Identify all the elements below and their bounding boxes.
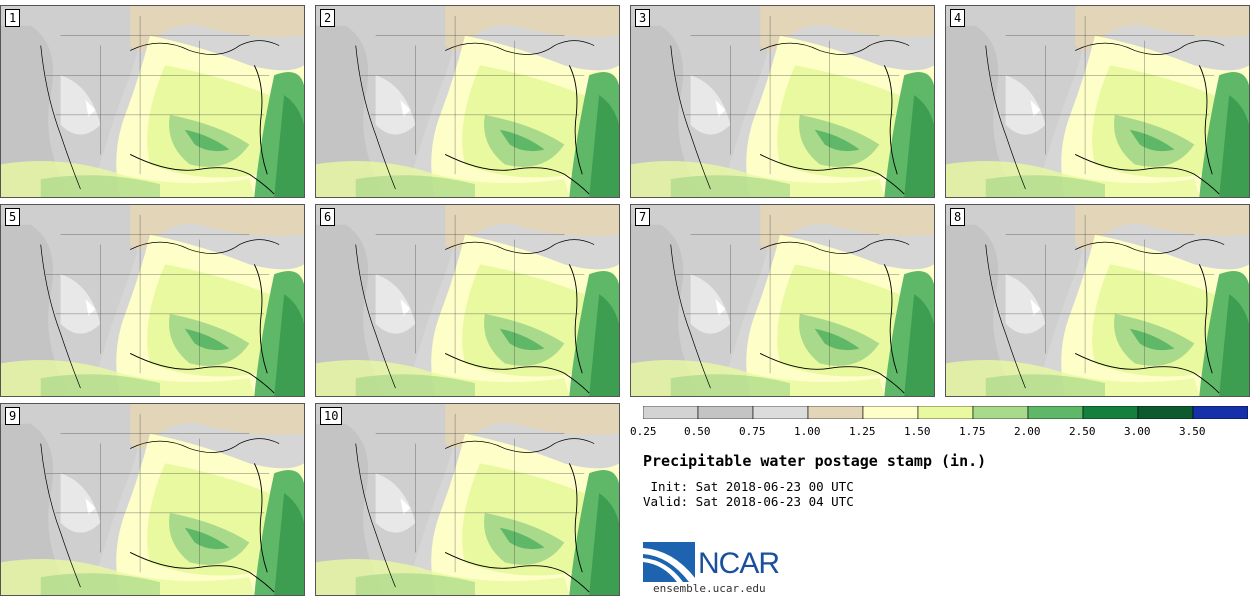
valid-time: Valid: Sat 2018-06-23 04 UTC <box>643 494 854 509</box>
map-panel-6: 6 <box>315 204 620 397</box>
colorbar-bin <box>643 406 699 419</box>
ncar-logo-icon <box>643 542 695 582</box>
chart-title: Precipitable water postage stamp (in.) <box>643 452 987 470</box>
map-panel-1: 1 <box>0 5 305 198</box>
colorbar-bin <box>697 406 754 419</box>
map-panel-8: 8 <box>945 204 1250 397</box>
colorbar-tick-label: 1.00 <box>794 425 821 438</box>
colorbar-tick-label: 0.25 <box>630 425 657 438</box>
colorbar-tick-label: 2.00 <box>1014 425 1041 438</box>
colorbar-bin <box>1082 406 1139 419</box>
colorbar-tick-label: 0.75 <box>739 425 766 438</box>
colorbar-tick-label: 3.50 <box>1179 425 1206 438</box>
panel-number: 8 <box>950 208 966 226</box>
map-panel-4: 4 <box>945 5 1250 198</box>
colorbar-bin <box>752 406 809 419</box>
map-panel-7: 7 <box>630 204 935 397</box>
panel-number: 5 <box>5 208 21 226</box>
colorbar-bin <box>1192 406 1248 419</box>
colorbar-tick-label: 2.50 <box>1069 425 1096 438</box>
map-panel-3: 3 <box>630 5 935 198</box>
panel-number: 1 <box>5 9 21 27</box>
panel-number: 7 <box>635 208 651 226</box>
panel-number: 4 <box>950 9 966 27</box>
colorbar <box>643 406 1248 419</box>
colorbar-tick-label: 1.25 <box>849 425 876 438</box>
colorbar-bin <box>1137 406 1194 419</box>
panel-number: 2 <box>320 9 336 27</box>
map-panel-2: 2 <box>315 5 620 198</box>
panel-number: 10 <box>320 407 343 425</box>
colorbar-bin <box>972 406 1029 419</box>
colorbar-tick-label: 0.50 <box>684 425 711 438</box>
colorbar-tick-label: 1.75 <box>959 425 986 438</box>
ncar-logo-text: NCAR <box>698 547 780 580</box>
panel-number: 6 <box>320 208 336 226</box>
colorbar-bin <box>1027 406 1084 419</box>
map-panel-5: 5 <box>0 204 305 397</box>
site-url: ensemble.ucar.edu <box>653 582 766 595</box>
colorbar-bin <box>862 406 919 419</box>
colorbar-tick-label: 3.00 <box>1124 425 1151 438</box>
panel-number: 9 <box>5 407 21 425</box>
colorbar-bin <box>917 406 974 419</box>
map-panel-10: 10 <box>315 403 620 596</box>
map-panel-9: 9 <box>0 403 305 596</box>
colorbar-bin <box>807 406 864 419</box>
init-time: Init: Sat 2018-06-23 00 UTC <box>643 479 854 494</box>
colorbar-tick-label: 1.50 <box>904 425 931 438</box>
panel-number: 3 <box>635 9 651 27</box>
